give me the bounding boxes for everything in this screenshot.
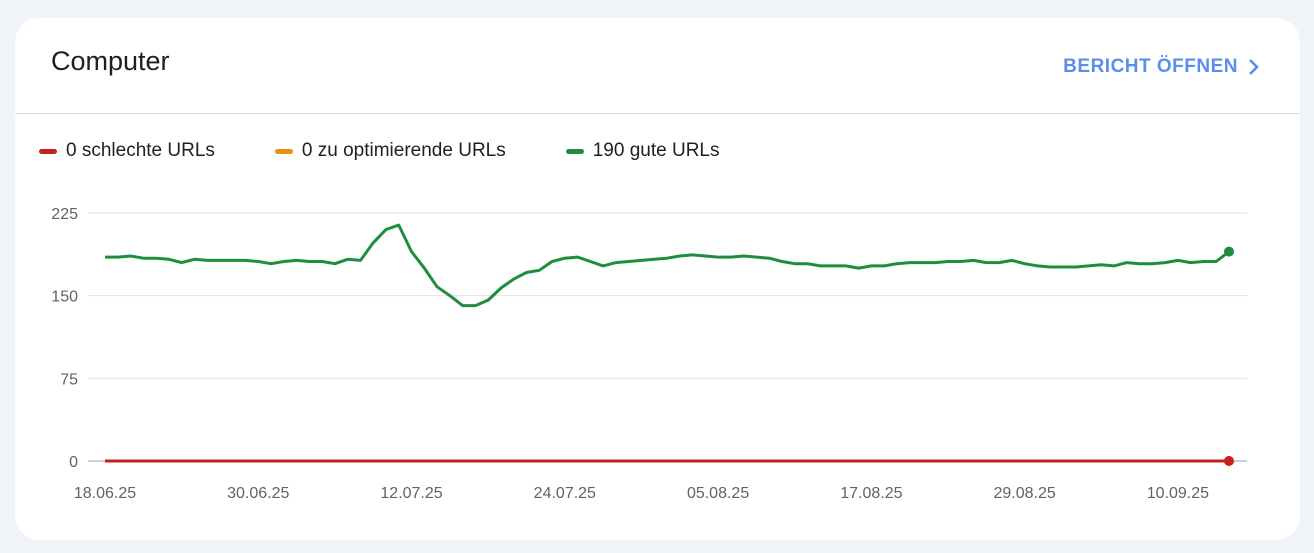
- legend-item-needs-improvement[interactable]: 0 zu optimierende URLs: [274, 140, 506, 162]
- x-tick-label: 30.06.25: [227, 485, 289, 502]
- x-tick-label: 17.08.25: [840, 485, 902, 502]
- legend-swatch: [274, 148, 293, 154]
- header-divider: [15, 113, 1300, 114]
- legend-swatch: [39, 148, 57, 154]
- legend-swatch: [565, 148, 584, 154]
- x-tick-label: 10.09.25: [1147, 485, 1209, 502]
- x-tick-label: 24.07.25: [534, 485, 596, 502]
- legend-item-good[interactable]: 190 gute URLs: [565, 140, 720, 162]
- x-tick-label: 29.08.25: [993, 485, 1055, 502]
- series-end-point: [1224, 246, 1234, 257]
- x-tick-label: 18.06.25: [74, 485, 136, 502]
- x-tick-label: 12.07.25: [380, 485, 442, 502]
- y-tick-label: 0: [69, 454, 78, 471]
- y-tick-label: 150: [51, 289, 78, 306]
- legend-label: 0 schlechte URLs: [66, 140, 215, 161]
- legend-label: 0 zu optimierende URLs: [301, 140, 506, 161]
- series-end-point: [1224, 456, 1234, 466]
- legend-item-poor[interactable]: 0 schlechte URLs: [39, 140, 215, 162]
- legend: 0 schlechte URLs 0 zu optimierende URLs …: [39, 140, 779, 162]
- legend-label: 190 gute URLs: [592, 140, 720, 161]
- y-tick-label: 75: [60, 371, 78, 388]
- series-line: [105, 223, 1230, 308]
- y-tick-label: 225: [51, 206, 78, 223]
- x-tick-label: 05.08.25: [687, 485, 749, 502]
- card-title: Computer: [51, 46, 170, 76]
- chevron-right-icon: [1249, 59, 1259, 75]
- computer-card: Computer BERICHT ÖFFNEN 0 schlechte URLs…: [15, 18, 1300, 540]
- open-report-label: BERICHT ÖFFNEN: [1063, 56, 1238, 77]
- open-report-link[interactable]: BERICHT ÖFFNEN: [1063, 56, 1260, 78]
